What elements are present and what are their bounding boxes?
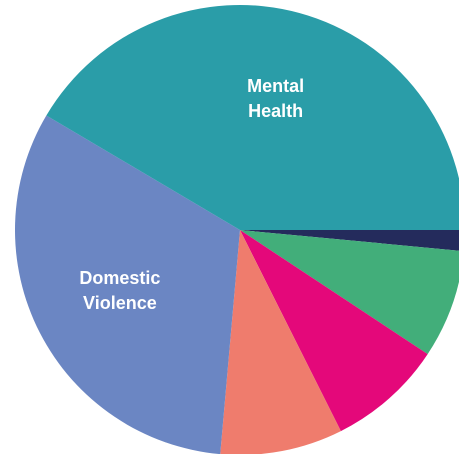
slice-label-5-line-0: Mental [247,76,304,96]
pie-slice-0 [240,230,459,251]
slice-label-5-line-1: Health [248,101,303,121]
pie-slice-5 [46,5,459,230]
pie-slice-4 [15,115,240,454]
pie-slice-3 [220,230,341,454]
pie-slices [15,5,459,454]
pie-slice-1 [240,230,459,355]
slice-label-4-line-1: Violence [83,293,157,313]
slice-label-4-line-0: Domestic [79,268,160,288]
pie-labels: Domestic Violence Mental Health [79,76,304,313]
pie-slice-2 [240,230,428,432]
